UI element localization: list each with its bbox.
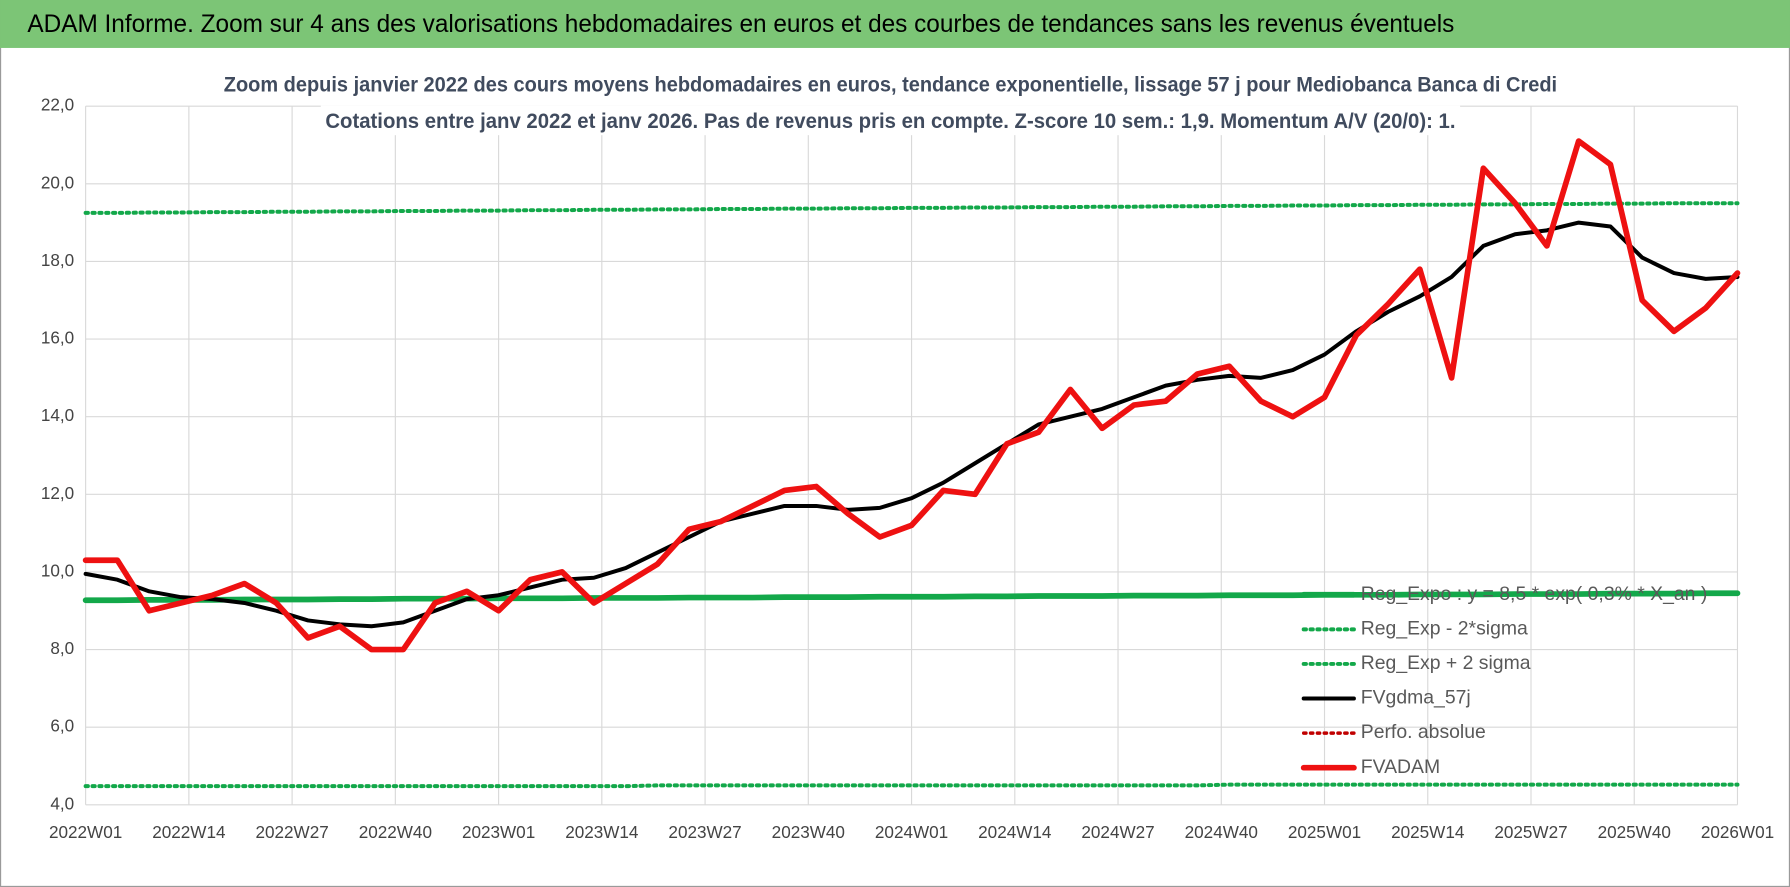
y-tick-label: 22,0 (41, 96, 74, 115)
series-line (83, 782, 1740, 789)
x-tick-label: 2022W01 (49, 823, 122, 842)
x-tick-label: 2024W14 (978, 823, 1052, 842)
x-tick-label: 2022W27 (255, 823, 328, 842)
x-tick-label: 2025W40 (1598, 823, 1671, 842)
series-line (83, 220, 1740, 629)
series-line (82, 590, 1741, 604)
x-tick-label: 2025W01 (1288, 823, 1361, 842)
x-tick-label: 2025W27 (1494, 823, 1567, 842)
x-tick-label: 2024W27 (1081, 823, 1154, 842)
legend-label: FVADAM (1361, 756, 1440, 778)
legend-label: Reg_Expo : y = 8,5 * exp( 0,3% * X_an ) (1361, 583, 1708, 605)
header-bar (0, 0, 1790, 48)
y-tick-label: 18,0 (41, 251, 74, 270)
legend-label: FVgdma_57j (1361, 687, 1471, 709)
x-tick-label: 2026W01 (1701, 823, 1774, 842)
title-backdrop (219, 69, 1562, 99)
series-line (82, 138, 1741, 653)
x-tick-label: 2025W14 (1391, 823, 1465, 842)
x-tick-label: 2023W14 (565, 823, 639, 842)
header-title: ADAM Informe. Zoom sur 4 ans des valoris… (27, 10, 1454, 38)
x-tick-label: 2023W27 (668, 823, 741, 842)
y-tick-label: 20,0 (41, 173, 74, 192)
y-tick-label: 10,0 (41, 561, 74, 580)
title-backdrop (320, 105, 1461, 136)
x-tick-label: 2023W01 (462, 823, 535, 842)
chart-subtitle: Cotations entre janv 2022 et janv 2026. … (325, 108, 1455, 133)
y-tick-label: 16,0 (41, 329, 74, 348)
y-tick-label: 6,0 (50, 717, 74, 736)
y-tick-label: 4,0 (50, 794, 74, 813)
legend-label: Reg_Exp + 2 sigma (1361, 652, 1531, 674)
chart-title: Zoom depuis janvier 2022 des cours moyen… (224, 71, 1557, 96)
x-tick-label: 2024W40 (1185, 823, 1258, 842)
x-tick-label: 2024W01 (875, 823, 948, 842)
legend-label: Perfo. absolue (1361, 721, 1486, 743)
y-tick-label: 14,0 (41, 406, 74, 425)
y-tick-label: 8,0 (50, 639, 74, 658)
series-line (83, 201, 1740, 215)
x-tick-label: 2022W14 (152, 823, 226, 842)
x-tick-label: 2022W40 (359, 823, 432, 842)
y-tick-label: 12,0 (41, 484, 74, 503)
x-tick-label: 2023W40 (772, 823, 845, 842)
legend-label: Reg_Exp - 2*sigma (1361, 617, 1528, 639)
